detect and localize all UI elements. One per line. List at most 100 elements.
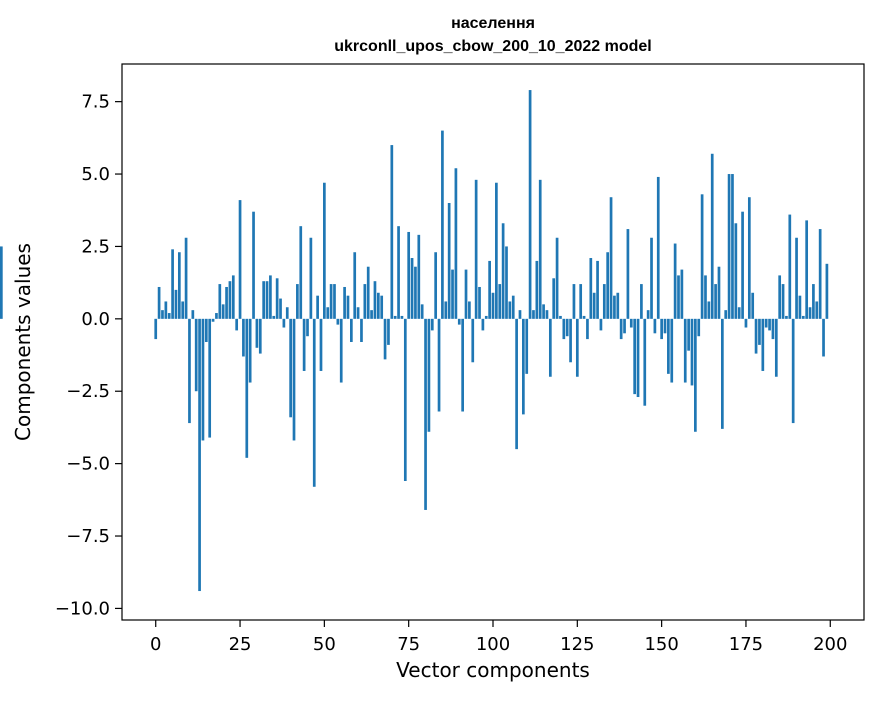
bar	[333, 284, 336, 319]
bar	[518, 310, 522, 319]
y-tick-label: −10.0	[55, 598, 110, 619]
bar	[434, 252, 438, 319]
bar	[366, 266, 370, 319]
bar	[650, 237, 653, 319]
bar	[656, 176, 660, 319]
bar	[808, 307, 812, 319]
bar	[225, 286, 228, 319]
bar	[154, 318, 158, 340]
bar	[562, 318, 566, 340]
bar	[555, 237, 559, 319]
bar	[572, 284, 576, 319]
bar	[579, 284, 583, 319]
bar	[535, 260, 539, 319]
bar	[228, 281, 232, 319]
bar	[592, 292, 596, 319]
bar	[424, 318, 427, 510]
bar	[643, 318, 647, 406]
x-axis-label: Vector components	[396, 658, 590, 682]
bar	[575, 318, 579, 377]
bar	[430, 318, 434, 331]
bar	[501, 223, 505, 319]
bar	[407, 231, 411, 319]
bar	[761, 318, 765, 371]
bar	[275, 278, 279, 319]
bars-layer	[0, 90, 829, 592]
bar	[680, 269, 684, 319]
bar	[363, 284, 367, 319]
bar	[272, 315, 276, 319]
y-tick-label: 0.0	[81, 309, 110, 330]
bar	[414, 266, 417, 319]
bar	[542, 304, 545, 319]
bar	[235, 318, 239, 331]
bar	[252, 211, 255, 319]
bar	[582, 315, 586, 319]
bar	[623, 318, 626, 334]
bar	[356, 307, 360, 319]
bar	[491, 292, 495, 319]
bar	[545, 310, 549, 319]
bar	[636, 318, 640, 398]
bar	[248, 318, 252, 383]
y-tick-label: −2.5	[66, 381, 110, 402]
bar	[164, 301, 168, 319]
bar	[188, 318, 191, 424]
bar	[323, 182, 326, 319]
chart-subtitle: ukrconll_upos_cbow_200_10_2022 model	[334, 38, 651, 55]
bar	[319, 318, 323, 371]
bar	[741, 211, 744, 319]
bar	[774, 318, 778, 377]
y-tick-label: 7.5	[81, 92, 110, 113]
chart-title: населення	[451, 15, 535, 32]
bar	[204, 318, 208, 342]
bar	[771, 318, 775, 340]
bar	[451, 269, 454, 319]
bar	[174, 289, 178, 319]
bar	[447, 203, 451, 319]
bar	[184, 237, 188, 319]
bar	[231, 275, 235, 319]
bar	[417, 234, 421, 319]
bar	[410, 258, 414, 319]
bar	[306, 318, 309, 337]
bar	[812, 284, 815, 319]
bar	[606, 252, 610, 319]
bar	[619, 318, 623, 340]
x-tick-label: 125	[560, 634, 594, 655]
bar	[370, 310, 373, 319]
bar	[157, 286, 161, 319]
bar	[279, 298, 282, 319]
bar	[751, 292, 755, 319]
bar	[329, 284, 333, 319]
bar	[633, 318, 637, 395]
bar	[825, 263, 829, 319]
bar	[552, 278, 556, 319]
bar	[461, 318, 464, 412]
bar	[683, 318, 687, 383]
bar	[788, 214, 792, 319]
x-tick-label: 50	[313, 634, 336, 655]
bar	[613, 295, 616, 319]
bar	[208, 318, 212, 438]
bar	[663, 318, 667, 334]
bar	[805, 220, 809, 319]
bar	[495, 182, 498, 319]
bar	[670, 318, 674, 383]
bar	[292, 318, 296, 441]
bar	[326, 307, 330, 319]
bar	[653, 318, 657, 334]
bar	[464, 269, 468, 319]
bar	[373, 281, 377, 319]
bar	[700, 194, 704, 319]
bar	[694, 318, 697, 432]
bar	[673, 243, 677, 319]
bar	[754, 318, 758, 354]
bar	[697, 318, 701, 337]
bar	[191, 310, 195, 319]
bar	[262, 281, 266, 319]
bar	[559, 315, 562, 319]
bar	[602, 284, 606, 319]
bar	[383, 318, 387, 360]
